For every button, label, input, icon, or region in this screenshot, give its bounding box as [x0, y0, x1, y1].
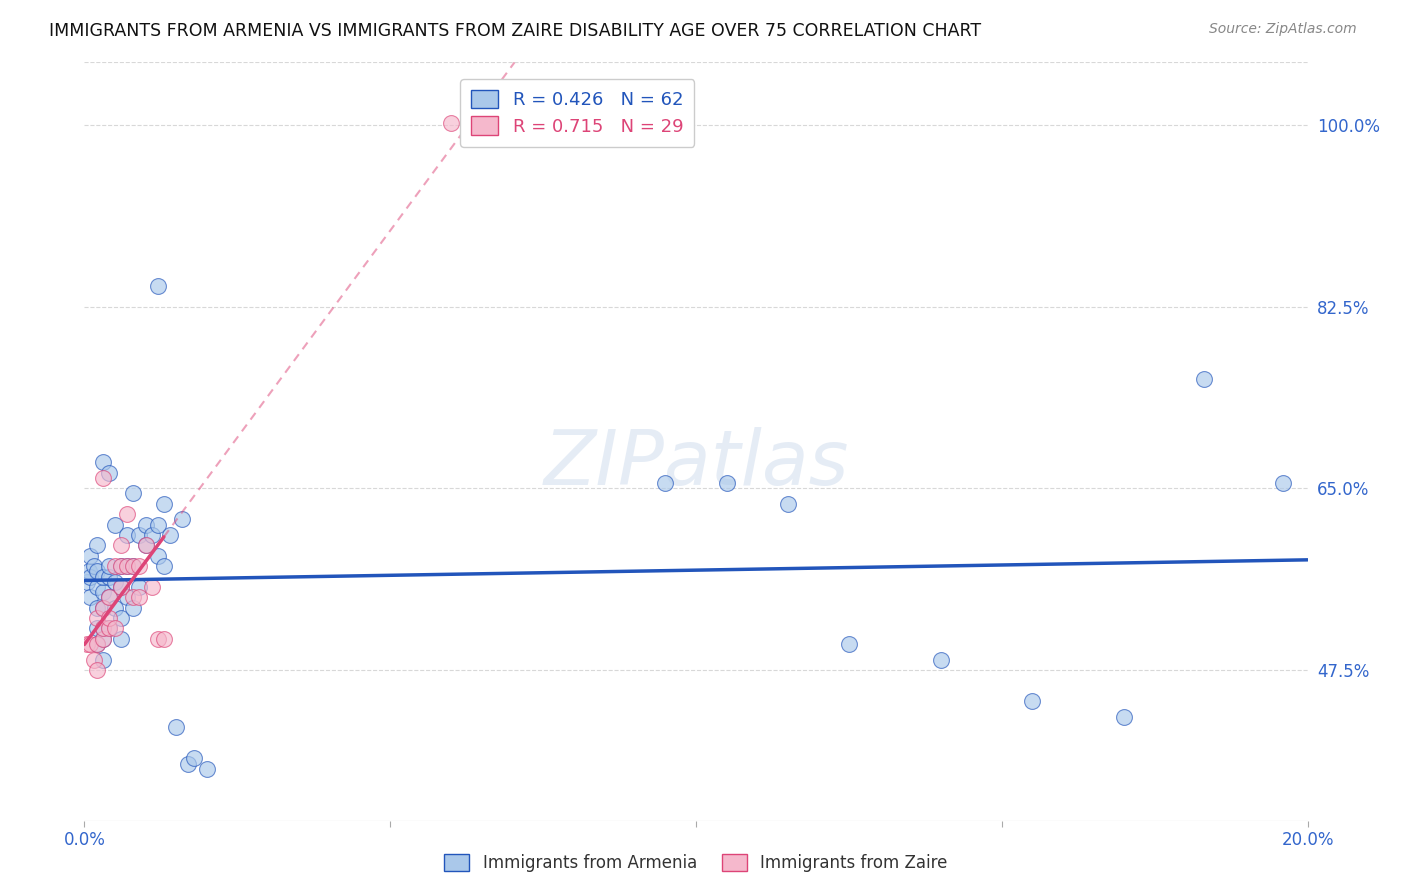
Point: [172, 512, 194, 526]
Point: [135, 538, 157, 552]
Point: [146, 632, 169, 646]
Point: [104, 600, 127, 615]
Point: [86, 565, 108, 579]
Point: [104, 622, 127, 636]
Point: [91, 569, 114, 583]
Point: [77, 565, 100, 579]
Point: [110, 559, 132, 574]
Point: [86, 538, 108, 552]
Point: [91, 600, 114, 615]
Point: [122, 559, 145, 574]
Point: [86, 663, 108, 677]
Point: [654, 476, 676, 491]
Point: [776, 497, 799, 511]
Point: [153, 559, 176, 574]
Point: [97, 611, 120, 625]
Point: [91, 653, 114, 667]
Point: [1021, 694, 1043, 708]
Point: [122, 591, 145, 605]
Point: [838, 637, 860, 651]
Text: Source: ZipAtlas.com: Source: ZipAtlas.com: [1209, 22, 1357, 37]
Point: [128, 528, 150, 542]
Point: [91, 622, 114, 636]
Point: [97, 622, 120, 636]
Point: [91, 622, 114, 636]
Point: [110, 580, 132, 594]
Point: [128, 591, 150, 605]
Point: [135, 517, 157, 532]
Point: [153, 632, 176, 646]
Point: [79, 569, 101, 583]
Point: [122, 486, 145, 500]
Point: [141, 528, 163, 542]
Point: [79, 637, 101, 651]
Point: [141, 580, 163, 594]
Point: [97, 559, 120, 574]
Point: [929, 653, 952, 667]
Point: [86, 580, 108, 594]
Point: [165, 720, 187, 734]
Point: [104, 517, 127, 532]
Point: [110, 538, 132, 552]
Point: [91, 632, 114, 646]
Point: [110, 559, 132, 574]
Point: [115, 591, 138, 605]
Point: [86, 611, 108, 625]
Point: [97, 591, 120, 605]
Point: [183, 751, 205, 765]
Point: [76, 574, 98, 589]
Point: [91, 471, 114, 485]
Text: ZIPatlas: ZIPatlas: [543, 427, 849, 501]
Point: [195, 762, 218, 776]
Point: [1192, 372, 1215, 386]
Point: [97, 569, 120, 583]
Point: [146, 517, 169, 532]
Point: [76, 637, 98, 651]
Point: [159, 528, 181, 542]
Point: [146, 278, 169, 293]
Point: [83, 653, 105, 667]
Point: [110, 580, 132, 594]
Point: [97, 591, 120, 605]
Point: [135, 538, 157, 552]
Point: [104, 559, 127, 574]
Point: [91, 632, 114, 646]
Point: [115, 508, 138, 522]
Point: [153, 497, 176, 511]
Point: [97, 466, 120, 480]
Point: [115, 528, 138, 542]
Point: [115, 559, 138, 574]
Point: [86, 637, 108, 651]
Point: [177, 756, 200, 771]
Point: [110, 632, 132, 646]
Point: [122, 600, 145, 615]
Point: [716, 476, 738, 491]
Point: [104, 574, 127, 589]
Point: [146, 549, 169, 563]
Legend: Immigrants from Armenia, Immigrants from Zaire: Immigrants from Armenia, Immigrants from…: [436, 846, 956, 880]
Point: [79, 549, 101, 563]
Point: [91, 585, 114, 599]
Text: IMMIGRANTS FROM ARMENIA VS IMMIGRANTS FROM ZAIRE DISABILITY AGE OVER 75 CORRELAT: IMMIGRANTS FROM ARMENIA VS IMMIGRANTS FR…: [49, 22, 981, 40]
Point: [86, 637, 108, 651]
Point: [97, 622, 120, 636]
Point: [79, 591, 101, 605]
Point: [83, 559, 105, 574]
Point: [1272, 476, 1295, 491]
Point: [128, 559, 150, 574]
Point: [86, 622, 108, 636]
Point: [91, 600, 114, 615]
Point: [86, 600, 108, 615]
Point: [440, 116, 463, 130]
Point: [1114, 710, 1136, 724]
Point: [128, 580, 150, 594]
Point: [122, 559, 145, 574]
Point: [110, 611, 132, 625]
Point: [115, 559, 138, 574]
Point: [91, 455, 114, 469]
